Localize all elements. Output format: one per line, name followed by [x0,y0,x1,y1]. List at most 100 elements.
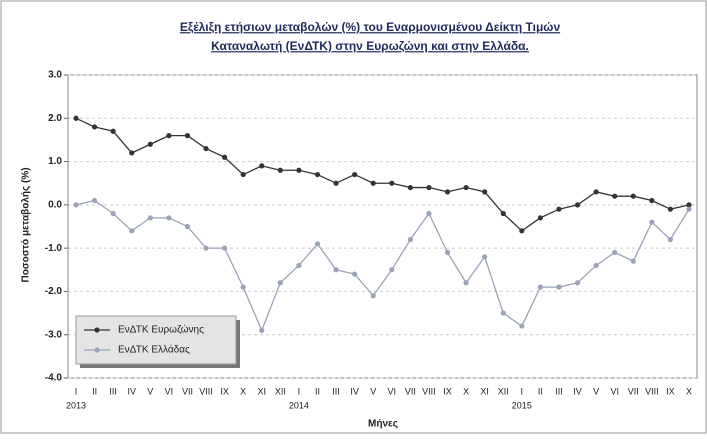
x-tick-label: I [521,386,524,396]
point [612,249,618,256]
point [184,133,191,139]
point [147,141,153,147]
y-tick-label: -2.0 [45,286,63,297]
x-tick-label: VIII [422,386,436,396]
point [352,271,358,277]
point [649,219,655,225]
x-tick-label: IV [350,386,359,396]
x-tick-label: X [463,386,469,396]
year-label: 2014 [289,400,309,410]
point [166,215,172,221]
point [370,180,376,186]
series-line [75,117,690,232]
y-tick-label: -1.0 [45,243,63,254]
x-tick-label: VI [610,386,619,396]
point [593,189,599,195]
point [203,245,209,251]
x-tick-label: III [332,386,340,396]
point [389,180,395,186]
point [444,189,451,195]
legend-label: ΕνΔΤΚ Ευρωζώνης [118,324,204,336]
point [222,154,228,160]
x-tick-label: IV [127,386,136,396]
x-tick-label: II [92,386,97,396]
point [296,262,302,269]
point [184,223,191,230]
legend [75,315,237,365]
point [574,280,581,286]
point [203,145,209,152]
x-axis-label: Μήνες [368,419,398,430]
x-tick-label: IX [443,386,452,396]
point [593,262,599,269]
point [667,206,674,212]
point [147,215,153,221]
point [537,284,543,290]
x-tick-label: I [298,386,301,396]
point [556,206,562,212]
point [333,267,339,273]
point [240,171,246,178]
x-tick-label: XI [257,386,266,396]
x-tick-label: V [147,386,153,396]
legend-label: ΕνΔΤΚ Ελλάδας [118,344,190,356]
point [482,189,488,195]
x-tick-label: I [75,386,78,396]
point [407,184,413,191]
point [463,184,469,191]
point [277,167,283,173]
y-tick-label: -4.0 [45,373,63,384]
point [630,258,636,264]
year-label: 2013 [66,400,86,410]
point [519,323,525,329]
x-tick-label: VII [182,386,193,396]
x-tick-label: IX [666,386,675,396]
legend-marker [94,327,100,333]
point [333,180,339,186]
point [110,128,116,134]
point [686,206,692,212]
year-label: 2015 [512,400,532,410]
x-tick-label: X [686,386,692,396]
point [482,254,488,260]
x-tick-label: V [370,386,376,396]
point [166,133,172,139]
x-tick-label: VII [405,386,416,396]
x-tick-label: VI [388,386,397,396]
point [370,293,376,299]
point [463,280,469,286]
y-tick-label: 2.0 [48,113,62,124]
x-tick-label: II [315,386,320,396]
point [574,202,581,208]
point [556,284,562,290]
point [222,245,228,251]
x-tick-label: XII [275,386,286,396]
y-tick-label: 1.0 [48,156,62,167]
x-tick-label: XI [480,386,489,396]
x-tick-label: IX [220,386,229,396]
x-tick-label: VIII [199,386,213,396]
x-tick-label: X [240,386,246,396]
y-tick-label: 0.0 [48,199,62,210]
point [73,115,79,121]
point [352,171,358,178]
point [444,249,451,256]
point [91,197,98,204]
x-tick-label: V [593,386,599,396]
point [314,241,321,247]
chart-title: Καταναλωτή (ΕνΔΤΚ) στην Ευρωζώνη και στη… [211,39,529,53]
x-tick-label: III [109,386,117,396]
point [259,163,265,169]
point [500,210,506,217]
chart-title: Εξέλιξη ετήσιων μεταβολών (%) του Εναρμο… [180,20,561,34]
point [296,167,302,173]
x-tick-label: XII [498,386,509,396]
point [129,150,135,156]
point [314,171,321,178]
point [240,284,246,290]
point [259,327,265,333]
x-tick-label: VII [628,386,639,396]
point [277,280,283,286]
x-tick-label: III [555,386,563,396]
x-tick-label: II [538,386,543,396]
